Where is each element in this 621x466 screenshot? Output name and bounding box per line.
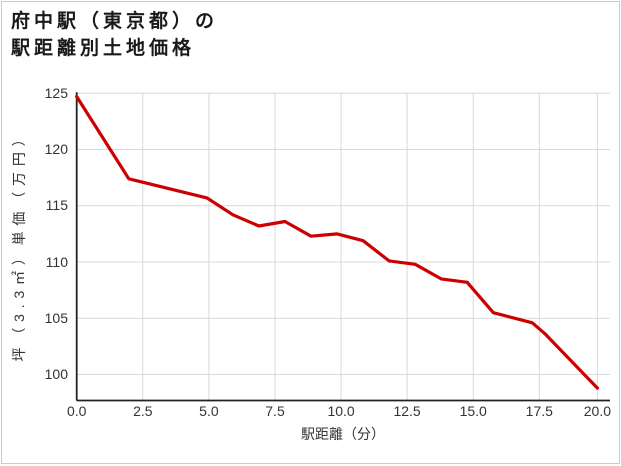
- svg-text:駅距離（分）: 駅距離（分）: [301, 426, 385, 442]
- svg-text:100: 100: [45, 366, 69, 382]
- svg-text:7.5: 7.5: [265, 403, 285, 419]
- svg-text:110: 110: [46, 254, 69, 270]
- svg-text:0.0: 0.0: [67, 403, 87, 419]
- svg-text:120: 120: [45, 141, 69, 157]
- svg-text:17.5: 17.5: [526, 403, 553, 419]
- svg-text:12.5: 12.5: [393, 403, 420, 419]
- svg-text:115: 115: [46, 197, 69, 213]
- svg-text:坪（3.3㎡）単価（万円）: 坪（3.3㎡）単価（万円）: [11, 127, 27, 362]
- svg-text:20.0: 20.0: [584, 403, 611, 419]
- svg-text:5.0: 5.0: [199, 403, 219, 419]
- svg-text:2.5: 2.5: [133, 403, 153, 419]
- svg-text:15.0: 15.0: [460, 403, 487, 419]
- svg-text:105: 105: [45, 310, 69, 326]
- svg-text:125: 125: [45, 85, 69, 101]
- svg-text:10.0: 10.0: [327, 403, 354, 419]
